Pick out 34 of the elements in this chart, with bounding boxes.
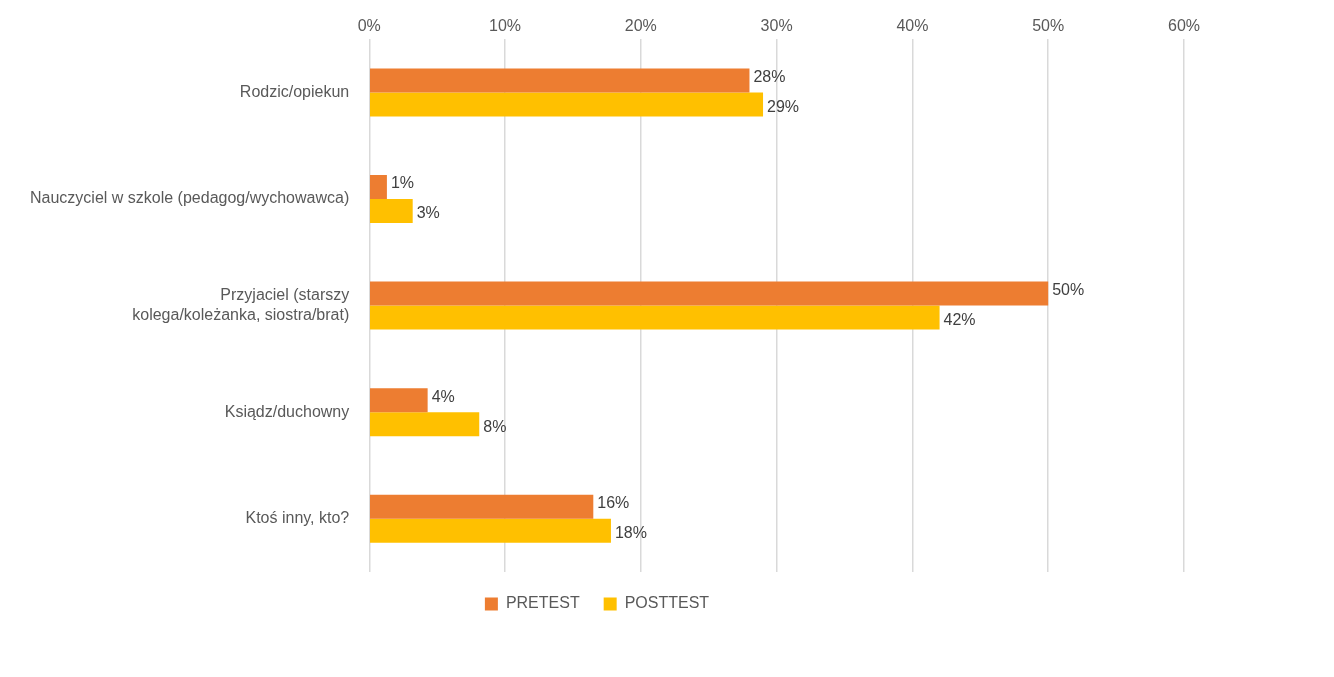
y-tick-label: Ksiądz/duchowny: [224, 402, 350, 420]
y-tick-label: Nauczyciel w szkole (pedagog/wychowawca): [30, 189, 350, 207]
x-tick-label: 10%: [489, 17, 522, 35]
bar: [370, 199, 413, 224]
data-label: 8%: [483, 417, 507, 435]
x-tick-label: 30%: [760, 17, 793, 35]
x-tick-label: 0%: [357, 17, 381, 35]
bar: [370, 68, 750, 93]
bar: [370, 494, 594, 519]
data-label: 28%: [753, 67, 786, 85]
data-label: 18%: [614, 524, 647, 542]
y-tick-label: Przyjaciel (starszy kolega/koleżanka, siostra/brat): [132, 286, 350, 323]
data-label: 4%: [431, 387, 455, 405]
data-label: 29%: [767, 97, 800, 115]
bar: [370, 305, 940, 330]
bar: [370, 388, 428, 413]
data-label: 16%: [597, 494, 630, 512]
y-tick-label: Ktoś inny, kto?: [245, 509, 350, 527]
bar: [370, 518, 611, 543]
legend-label: PRETEST: [505, 594, 580, 612]
data-label: 42%: [943, 310, 976, 328]
bar: [370, 92, 764, 117]
bar: [370, 281, 1049, 306]
y-tick-label: Rodzic/opiekun: [239, 82, 350, 100]
bar: [370, 412, 480, 437]
x-tick-label: 60%: [1167, 17, 1201, 35]
data-label: 1%: [390, 174, 415, 192]
legend-label: POSTTEST: [624, 594, 710, 612]
x-tick-label: 40%: [896, 17, 929, 35]
data-label: 50%: [1052, 281, 1085, 299]
bar: [370, 175, 387, 200]
x-tick-label: 20%: [624, 17, 657, 35]
x-tick-label: 50%: [1032, 17, 1065, 35]
data-label: 3%: [416, 204, 440, 222]
